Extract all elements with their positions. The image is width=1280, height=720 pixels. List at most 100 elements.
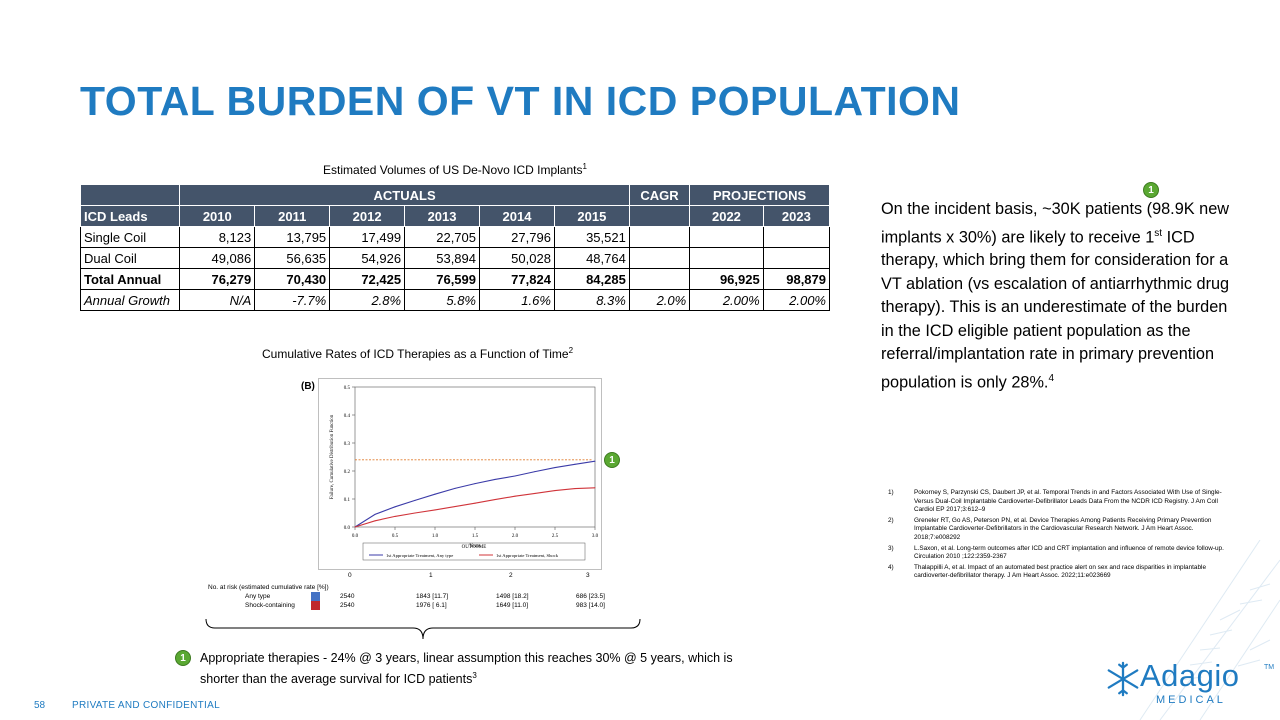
risk-time-label: 1 [429,572,433,579]
table-cell: -7.7% [254,289,331,311]
badge-1-note: 1 [175,650,191,666]
table-cell: 1.6% [479,289,555,311]
series-point [394,506,396,508]
x-tick-label: 2.0 [512,534,519,539]
x-tick-label: 1.0 [432,534,439,539]
column-header: 2022 [689,205,764,227]
series-point [514,475,516,477]
reference-item: 3) L.Saxon, et al. Long-term outcomes aft… [888,545,1236,562]
legend-entry: 1st Appropriate Treatment, Any type [386,553,453,559]
logo-subtitle: MEDICAL [1156,694,1226,706]
table-cell: N/A [179,289,256,311]
series-point [434,493,436,495]
column-header: 2013 [404,205,480,227]
table-cell [628,247,691,269]
table-row: Total Annual 76,279 70,430 72,425 76,599 77,8… [79,268,831,290]
snowflake-icon [1107,661,1139,697]
series-point [454,506,456,508]
y-axis-label: Failure, Cumulative Distribution Functio… [330,414,335,499]
table-cell: 8,123 [179,226,256,248]
reference-number: 4) [888,563,894,571]
y-tick-label: 0.3 [344,442,351,447]
table-cell: 56,635 [254,247,331,269]
table-group-header: ACTUALS CAGR PROJECTIONS [79,184,830,206]
column-header: 2012 [329,205,406,227]
series-point [474,483,476,485]
reference-text: Greneler RT, Go AS, Peterson PN, et al. … [914,516,1212,541]
series-point [534,471,536,473]
table-cell: 35,521 [553,226,630,248]
curly-brace [205,618,641,640]
series-point [494,478,496,480]
table-cell: 96,925 [689,268,764,290]
series-point [494,499,496,501]
risk-value: 686 [23.5] [576,593,605,600]
logo-wordmark: Adagio [1140,658,1240,693]
table-cell: 77,824 [479,268,555,290]
slide-title: TOTAL BURDEN OF VT IN ICD POPULATION [80,78,961,124]
header-projections: PROJECTIONS [689,184,830,206]
table-cell [689,226,764,248]
x-tick-label: 2.5 [552,534,559,539]
confidential-label: PRIVATE AND CONFIDENTIAL [72,700,220,711]
x-tick-label: 0.0 [352,534,359,539]
risk-time-label: 2 [509,572,513,579]
column-header: 2011 [254,205,331,227]
row-label: Annual Growth [79,289,181,311]
table-cell: 2.00% [762,289,831,311]
table-cell: 50,028 [479,247,555,269]
table-row: Dual Coil 49,086 56,635 54,926 53,894 50,028 4… [79,247,831,269]
table-cell: 76,279 [179,268,256,290]
table-cell: 2.8% [329,289,406,311]
risk-color-swatch [311,592,320,601]
reference-text: Pokorney S, Parzynski CS, Daubert JP, et… [914,489,1222,514]
column-header: 2015 [553,205,630,227]
series-point [414,499,416,501]
risk-value: 983 [14.0] [576,602,605,609]
reference-text: Thalappilli A, et al. Impact of an autom… [914,563,1206,580]
table-row: Single Coil 8,123 13,795 17,499 22,705 27,796… [79,226,831,248]
table-caption: Estimated Volumes of US De-Novo ICD Impl… [323,162,587,177]
x-tick-label: 3.0 [592,534,599,539]
series-point [554,490,556,492]
logo-tm: TM [1264,664,1275,671]
column-header: 2014 [479,205,555,227]
reference-number: 1) [888,489,894,496]
column-header: 2010 [179,205,256,227]
table-cell: 53,894 [404,247,480,269]
table-row: Annual Growth N/A -7.7% 2.8% 5.8% 1.6% 8.3% 2.0… [79,289,831,311]
table-cell: 27,796 [479,226,555,248]
table-cell [628,226,691,248]
risk-row-label: Shock-containing [245,602,295,609]
references-list: 1) Pokorney S, Parzynski CS, Daubert JP, … [888,489,1236,583]
reference-item: 2) Greneler RT, Go AS, Peterson PN, et al… [888,517,1236,543]
table-cell: 72,425 [329,268,406,290]
y-tick-label: 0.5 [344,386,351,391]
table-cell: 48,764 [553,247,630,269]
risk-time-label: 3 [586,572,590,579]
series-point [374,520,376,522]
table-cell: 2.00% [689,289,764,311]
header-empty [79,184,181,206]
incident-basis-text: On the incident basis, ~30K patients (98… [881,200,1230,392]
y-tick-label: 0.2 [344,470,351,475]
table-column-header: ICD Leads 2010 2011 2012 2013 2014 2015 2022 202… [79,205,831,227]
table-cell: 17,499 [329,226,406,248]
table-cell: 98,879 [762,268,831,290]
reference-text: L.Saxon, et al. Long-term outcomes after… [914,544,1224,561]
header-actuals: ACTUALS [179,184,630,206]
risk-time-label: 0 [348,572,352,579]
series-point [474,502,476,504]
series-line-shock [354,487,596,528]
row-label: Dual Coil [79,247,181,269]
x-tick-label: 1.5 [472,534,479,539]
x-tick-label: 0.5 [392,534,399,539]
series-point [554,467,556,469]
series-point [574,463,576,465]
column-header: ICD Leads [79,205,181,227]
badge-1-right: 1 [1143,182,1159,198]
risk-color-swatch [311,601,320,610]
risk-row-label: Any type [245,593,271,600]
risk-value: 2540 [340,593,355,600]
bottom-note: Appropriate therapies - 24% @ 3 years, l… [200,651,733,687]
